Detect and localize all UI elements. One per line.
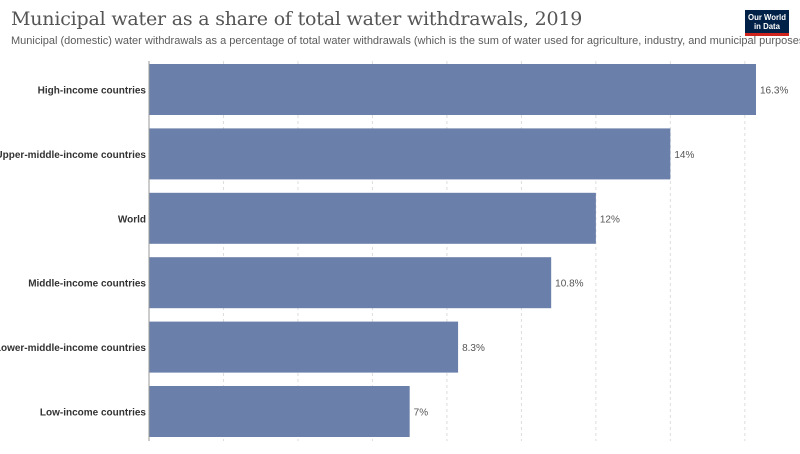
value-label: 7% xyxy=(414,408,429,419)
category-label: Upper-middle-income countries xyxy=(0,150,146,161)
bar xyxy=(149,128,671,180)
value-label: 14% xyxy=(674,150,694,161)
value-label: 10.8% xyxy=(555,279,583,290)
value-label: 16.3% xyxy=(760,86,788,97)
category-label: Low-income countries xyxy=(40,408,147,419)
bar xyxy=(149,321,459,373)
category-label: Middle-income countries xyxy=(28,279,146,290)
logo-line-1: Our World xyxy=(748,13,786,22)
chart-subtitle: Municipal (domestic) water withdrawals a… xyxy=(11,35,800,47)
logo-accent-bar xyxy=(745,33,789,36)
value-label: 12% xyxy=(600,214,620,225)
bar xyxy=(149,386,410,437)
chart-title: Municipal water as a share of total wate… xyxy=(11,8,583,30)
logo-line-2: in Data xyxy=(754,22,780,31)
category-label: High-income countries xyxy=(38,86,147,97)
bar xyxy=(149,192,596,244)
category-label: Lower-middle-income countries xyxy=(0,343,146,354)
category-label: World xyxy=(118,214,146,225)
value-label: 8.3% xyxy=(462,343,485,354)
bar xyxy=(149,64,756,115)
bar xyxy=(149,257,552,309)
owid-logo[interactable]: Our World in Data xyxy=(745,10,789,36)
